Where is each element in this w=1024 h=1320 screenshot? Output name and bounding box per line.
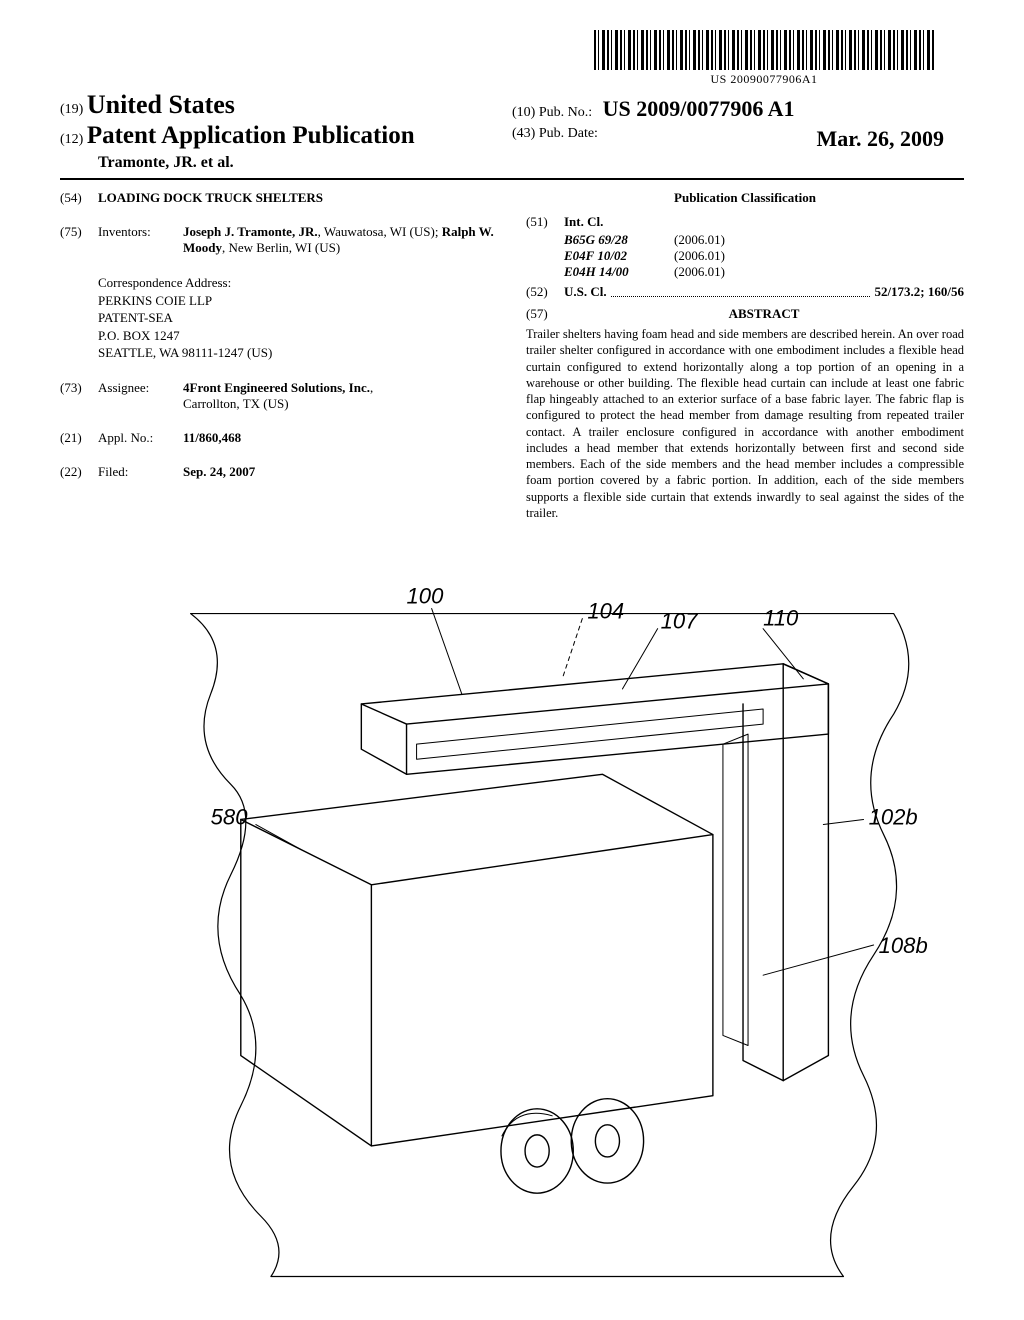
filed-value: Sep. 24, 2007 xyxy=(183,464,255,479)
title-row: (54) LOADING DOCK TRUCK SHELTERS xyxy=(60,190,498,206)
barcode-block: US 20090077906A1 xyxy=(594,30,934,87)
fig-label-104: 104 xyxy=(587,599,624,624)
applno-label: Appl. No.: xyxy=(98,430,183,446)
inventors-value: Joseph J. Tramonte, JR., Wauwatosa, WI (… xyxy=(183,224,498,256)
pubno-prefix: (10) xyxy=(512,105,535,120)
fig-label-108b: 108b xyxy=(879,933,928,958)
figure-area: 100 104 107 110 580 102b 108b xyxy=(60,570,964,1300)
fig-label-107: 107 xyxy=(661,609,699,634)
pubdate-label: Pub. Date: xyxy=(539,126,598,141)
classification-title: Publication Classification xyxy=(526,190,964,206)
fig-label-580: 580 xyxy=(211,805,249,830)
fig-label-100: 100 xyxy=(407,584,445,609)
intcl-year-0: (2006.01) xyxy=(674,232,725,248)
header-left: (19) United States (12) Patent Applicati… xyxy=(60,90,512,172)
intcl-entry-2: E04H 14/00 (2006.01) xyxy=(564,264,964,280)
inventors-row: (75) Inventors: Joseph J. Tramonte, JR.,… xyxy=(60,224,498,256)
abstract-title: ABSTRACT xyxy=(526,306,964,322)
correspondence-block: Correspondence Address: PERKINS COIE LLP… xyxy=(98,274,498,362)
intcl-table: B65G 69/28 (2006.01) E04F 10/02 (2006.01… xyxy=(564,232,964,280)
patent-figure-svg: 100 104 107 110 580 102b 108b xyxy=(60,570,964,1300)
uscl-dots xyxy=(611,284,871,297)
barcode xyxy=(594,30,934,70)
author-line: Tramonte, JR. et al. xyxy=(60,154,512,172)
uscl-value: 52/173.2; 160/56 xyxy=(874,284,964,299)
pub-line: (12) Patent Application Publication xyxy=(60,122,512,150)
pub-prefix: (12) xyxy=(60,132,83,147)
assignee-label: Assignee: xyxy=(98,380,183,412)
intcl-year-1: (2006.01) xyxy=(674,248,725,264)
intcl-entry-1: E04F 10/02 (2006.01) xyxy=(564,248,964,264)
correspondence-line-2: P.O. BOX 1247 xyxy=(98,327,498,345)
intcl-row: (51) Int. Cl. xyxy=(526,214,964,230)
uscl-label: U.S. Cl. xyxy=(564,284,607,299)
inventors-label: Inventors: xyxy=(98,224,183,256)
filed-label: Filed: xyxy=(98,464,183,480)
uscl-row: (52) U.S. Cl. 52/173.2; 160/56 xyxy=(526,284,964,300)
assignee-name: 4Front Engineered Solutions, Inc. xyxy=(183,380,370,395)
pubdate-prefix: (43) xyxy=(512,126,535,141)
intcl-year-2: (2006.01) xyxy=(674,264,725,280)
country-prefix: (19) xyxy=(60,102,83,117)
filed-row: (22) Filed: Sep. 24, 2007 xyxy=(60,464,498,480)
pubdate-value: Mar. 26, 2009 xyxy=(816,126,944,152)
left-column: (54) LOADING DOCK TRUCK SHELTERS (75) In… xyxy=(60,190,498,521)
uscl-num: (52) xyxy=(526,284,564,300)
pub-title: Patent Application Publication xyxy=(87,122,415,149)
assignee-num: (73) xyxy=(60,380,98,412)
right-column: Publication Classification (51) Int. Cl.… xyxy=(526,190,964,521)
intcl-code-2: E04H 14/00 xyxy=(564,264,674,280)
correspondence-label: Correspondence Address: xyxy=(98,274,498,292)
country-name: United States xyxy=(87,90,235,119)
intcl-entry-0: B65G 69/28 (2006.01) xyxy=(564,232,964,248)
assignee-value: 4Front Engineered Solutions, Inc., Carro… xyxy=(183,380,498,412)
abstract-text: Trailer shelters having foam head and si… xyxy=(526,326,964,521)
correspondence-line-1: PATENT-SEA xyxy=(98,309,498,327)
header-row: (19) United States (12) Patent Applicati… xyxy=(60,90,964,180)
pubdate-line: (43) Pub. Date: Mar. 26, 2009 xyxy=(512,126,964,142)
applno-value: 11/860,468 xyxy=(183,430,241,445)
assignee-row: (73) Assignee: 4Front Engineered Solutio… xyxy=(60,380,498,412)
intcl-num: (51) xyxy=(526,214,564,230)
barcode-text: US 20090077906A1 xyxy=(594,72,934,87)
filed-num: (22) xyxy=(60,464,98,480)
intcl-code-1: E04F 10/02 xyxy=(564,248,674,264)
applno-row: (21) Appl. No.: 11/860,468 xyxy=(60,430,498,446)
intcl-code-0: B65G 69/28 xyxy=(564,232,674,248)
abstract-num: (57) xyxy=(526,306,564,322)
abstract-header: (57) ABSTRACT xyxy=(526,306,964,322)
intcl-label: Int. Cl. xyxy=(564,214,603,229)
assignee-loc: Carrollton, TX (US) xyxy=(183,396,289,411)
fig-label-110: 110 xyxy=(763,606,799,631)
title-num: (54) xyxy=(60,190,98,206)
correspondence-line-3: SEATTLE, WA 98111-1247 (US) xyxy=(98,344,498,362)
inventors-num: (75) xyxy=(60,224,98,256)
applno-num: (21) xyxy=(60,430,98,446)
pubno-label: Pub. No.: xyxy=(539,105,592,120)
correspondence-line-0: PERKINS COIE LLP xyxy=(98,292,498,310)
fig-label-102b: 102b xyxy=(869,805,918,830)
country-line: (19) United States xyxy=(60,90,512,120)
header-right: (10) Pub. No.: US 2009/0077906 A1 (43) P… xyxy=(512,90,964,172)
title-text: LOADING DOCK TRUCK SHELTERS xyxy=(98,190,323,205)
main-columns: (54) LOADING DOCK TRUCK SHELTERS (75) In… xyxy=(60,190,964,521)
pubno-line: (10) Pub. No.: US 2009/0077906 A1 xyxy=(512,96,964,122)
pubno-value: US 2009/0077906 A1 xyxy=(603,96,795,121)
